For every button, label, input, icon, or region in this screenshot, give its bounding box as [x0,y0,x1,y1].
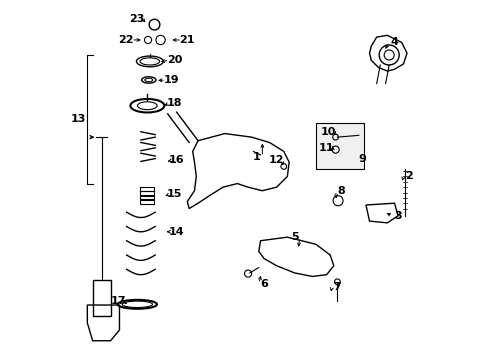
Text: 2: 2 [404,171,412,181]
Text: 23: 23 [129,14,144,23]
Bar [140,200,153,203]
Text: 5: 5 [290,232,298,242]
Bar [140,187,153,191]
Text: 6: 6 [260,279,267,289]
Bar [140,192,153,195]
Text: 19: 19 [163,75,179,85]
Text: 17: 17 [111,296,126,306]
Text: 1: 1 [253,152,260,162]
Bar [140,196,153,199]
Text: 21: 21 [179,35,195,45]
Text: 7: 7 [333,282,341,292]
Text: 14: 14 [168,227,184,237]
Text: 12: 12 [268,156,284,165]
Text: 8: 8 [336,186,344,196]
Bar [315,123,364,169]
Text: 16: 16 [168,156,184,165]
Text: 18: 18 [167,98,182,108]
Text: 15: 15 [167,189,182,199]
Text: 22: 22 [118,35,133,45]
Text: 10: 10 [320,127,335,137]
Text: 13: 13 [71,114,86,124]
Text: 3: 3 [393,211,401,221]
Text: 11: 11 [318,143,334,153]
Text: 4: 4 [390,37,398,48]
Text: 9: 9 [358,154,366,163]
Text: 20: 20 [167,55,182,65]
